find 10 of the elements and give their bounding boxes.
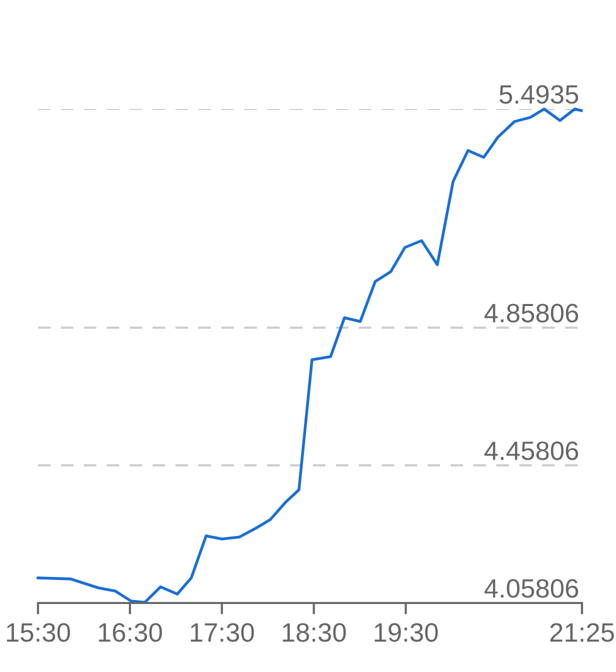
x-tick-label: 21:25 [550,623,614,642]
y-tick-label: 4.45806 [484,441,578,460]
y-tick-label: 5.4935 [500,85,578,104]
x-tick-label: 17:30 [190,623,254,642]
y-tick-label: 4.05806 [484,579,578,598]
x-tick-label: 15:30 [6,623,70,642]
y-tick-label: 4.85806 [484,304,578,322]
x-tick-label: 18:30 [282,623,346,642]
x-tick-label: 19:30 [374,623,438,642]
x-tick-label: 16:30 [98,623,162,642]
